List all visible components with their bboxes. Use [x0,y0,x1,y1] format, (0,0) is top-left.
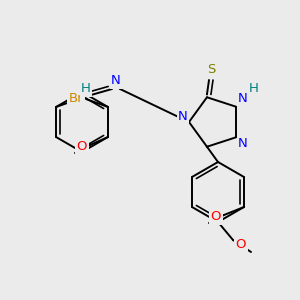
Text: S: S [207,63,215,76]
Text: N: N [178,110,188,124]
Text: O: O [77,140,87,154]
Text: N: N [238,137,248,150]
Text: O: O [236,238,246,250]
Text: N: N [238,92,248,105]
Text: H: H [81,82,91,95]
Text: N: N [111,74,121,88]
Text: Br: Br [69,92,83,104]
Text: O: O [211,211,221,224]
Text: H: H [249,82,259,95]
